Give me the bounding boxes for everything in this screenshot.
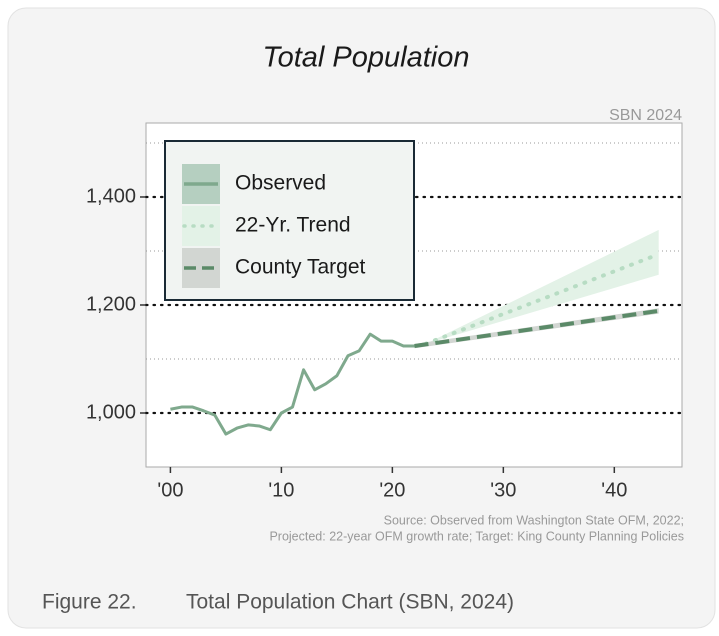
caption-text: Total Population Chart (SBN, 2024) [186,591,514,614]
band [414,308,659,349]
x-tick-label: '30 [490,479,516,501]
source-line: Source: Observed from Washington State O… [384,513,684,527]
x-tick-label: '20 [379,479,405,501]
legend-label: Observed [235,172,326,195]
series-line [423,252,661,346]
annotation: SBN 2024 [609,107,682,124]
caption-number: Figure 22. [42,591,137,614]
x-tick-label: '10 [268,479,294,501]
y-tick-label: 1,400 [86,185,136,207]
y-tick-label: 1,200 [86,293,136,315]
x-tick-label: '00 [157,479,183,501]
band [425,229,659,344]
chart-title: Total Population [263,42,470,74]
source-line: Projected: 22-year OFM growth rate; Targ… [269,529,684,543]
legend-label: County Target [235,256,366,279]
x-tick-label: '40 [601,479,627,501]
series-line [170,332,426,436]
y-tick-label: 1,000 [86,401,136,423]
legend-label: 22-Yr. Trend [235,214,351,237]
